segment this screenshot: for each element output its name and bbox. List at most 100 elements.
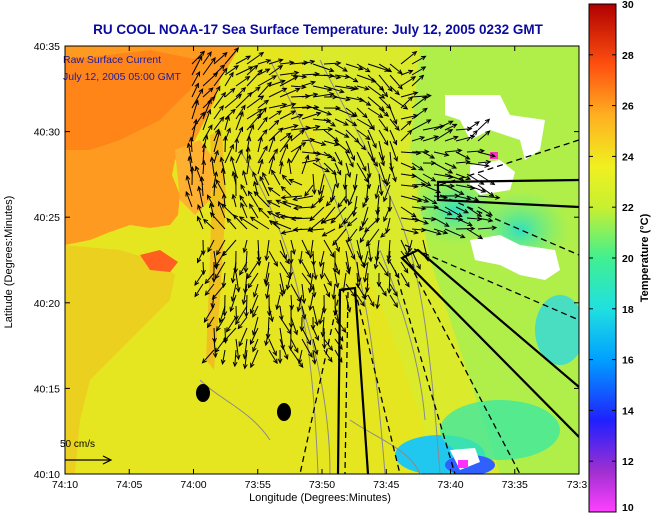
current-vector	[226, 218, 237, 230]
current-vector	[242, 170, 248, 186]
current-vector	[244, 349, 248, 369]
current-vector	[356, 239, 362, 260]
current-vector	[213, 327, 216, 343]
current-vector	[312, 305, 318, 326]
current-vector	[197, 216, 204, 230]
current-vector	[232, 261, 237, 283]
current-vector	[477, 130, 490, 142]
current-vector	[222, 168, 226, 186]
current-vector	[290, 85, 306, 88]
current-vector	[267, 200, 281, 208]
current-vector	[319, 250, 325, 267]
current-vector	[312, 63, 334, 72]
current-vector	[290, 114, 303, 120]
map-panel	[65, 46, 579, 474]
current-vector	[268, 187, 281, 197]
current-vector	[334, 96, 350, 101]
current-vector	[312, 162, 330, 173]
current-vector	[246, 65, 258, 76]
current-vector	[297, 294, 303, 312]
current-vector	[386, 173, 391, 186]
current-vector	[356, 294, 365, 307]
current-vector	[279, 132, 291, 142]
current-vector	[363, 250, 369, 267]
current-vector	[252, 338, 259, 352]
current-vector	[282, 201, 303, 208]
figure-title: RU COOL NOAA-17 Sea Surface Temperature:…	[93, 22, 543, 37]
current-vector	[218, 201, 226, 219]
current-vector	[345, 261, 350, 274]
current-vector	[345, 96, 364, 102]
current-vector	[477, 206, 493, 216]
current-vector	[466, 195, 479, 201]
current-vector	[258, 207, 270, 219]
current-vector	[213, 116, 225, 131]
current-vector	[202, 261, 205, 275]
current-vector	[301, 60, 315, 65]
y-tick-label: 40:15	[34, 383, 60, 395]
current-vector	[250, 349, 259, 368]
current-vector	[202, 143, 205, 164]
current-vector	[422, 151, 435, 159]
scale-label: 50 cm/s	[60, 439, 95, 450]
current-vector	[257, 250, 260, 266]
current-vector	[367, 63, 389, 72]
current-vector	[367, 162, 371, 178]
current-vector	[299, 250, 303, 264]
current-vector	[247, 272, 259, 288]
current-vector	[245, 250, 248, 273]
current-vector	[239, 216, 259, 230]
current-vector	[422, 195, 437, 205]
current-vector	[312, 338, 318, 355]
current-vector	[362, 206, 369, 226]
current-vector	[323, 151, 336, 162]
current-vector	[400, 162, 416, 170]
current-vector	[422, 217, 436, 220]
current-vector	[312, 327, 319, 341]
white-mask-2	[470, 160, 515, 195]
current-vector	[231, 283, 237, 302]
current-vector	[279, 61, 294, 65]
current-vector	[250, 216, 270, 230]
current-vector	[238, 327, 248, 347]
current-vector	[301, 283, 305, 304]
current-vector	[411, 195, 429, 203]
current-vector	[202, 51, 212, 65]
current-vector	[246, 95, 264, 109]
current-vector	[213, 183, 216, 197]
y-tick-label: 40:30	[34, 127, 60, 139]
current-vector	[279, 305, 283, 320]
current-vector	[323, 349, 333, 362]
current-vector	[268, 59, 283, 65]
current-vector	[268, 338, 277, 356]
current-vector	[301, 327, 311, 345]
x-axis: 74:10 74:05 74:00 73:55 73:50 73:45 73:40 73:35…	[52, 46, 587, 491]
current-vector	[246, 155, 251, 175]
current-vector	[267, 211, 281, 219]
current-vector	[250, 327, 259, 345]
current-vector	[191, 112, 205, 131]
current-vector	[433, 162, 453, 174]
current-vector	[282, 174, 292, 186]
current-vector	[347, 217, 358, 227]
current-vector	[279, 161, 283, 175]
bay-inlet	[175, 140, 215, 215]
current-vector	[279, 124, 298, 131]
current-vector	[301, 239, 310, 255]
current-vector	[219, 305, 226, 323]
current-vector	[224, 94, 242, 109]
current-vector	[301, 139, 315, 142]
colorbar-tick-label: 26	[622, 101, 634, 113]
current-vector	[268, 155, 275, 175]
current-vector	[244, 272, 248, 294]
current-vector	[235, 105, 246, 120]
current-vector	[319, 305, 325, 324]
current-vector	[279, 283, 284, 296]
current-vector	[246, 147, 249, 164]
current-vector	[257, 59, 271, 65]
current-vector	[466, 206, 482, 217]
current-vector	[253, 283, 259, 297]
colorbar-label: Temperature (°C)	[639, 213, 651, 302]
current-vector	[310, 195, 325, 209]
current-vector	[202, 72, 218, 87]
